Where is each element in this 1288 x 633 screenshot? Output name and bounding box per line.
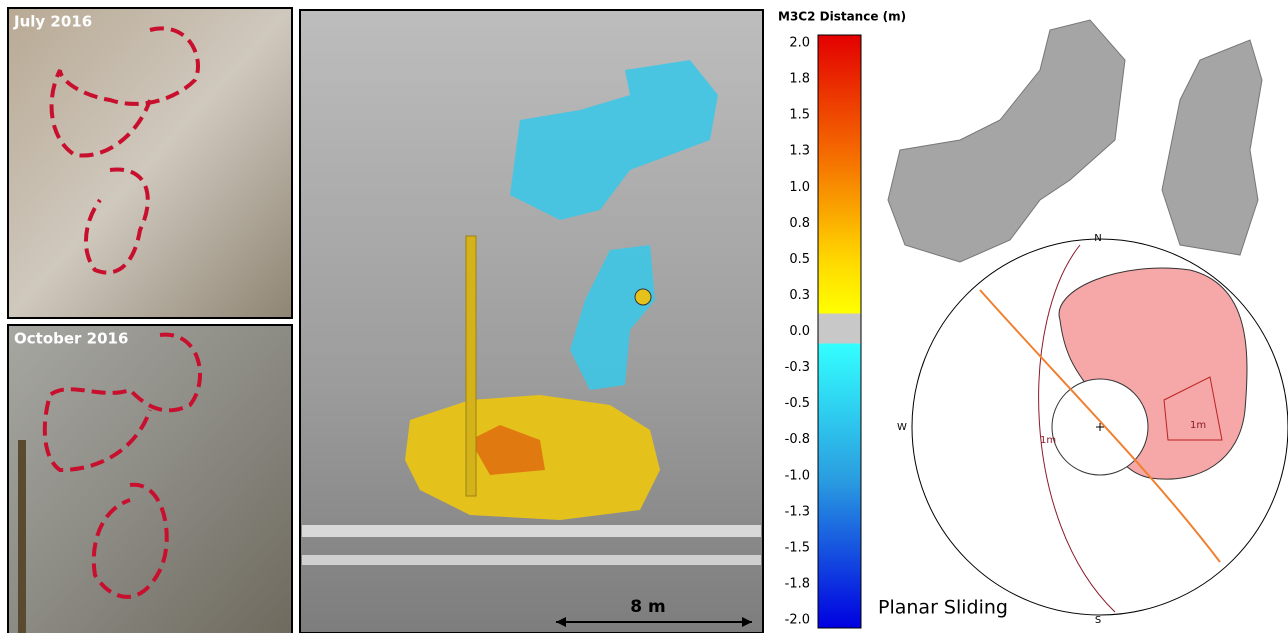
figure: July 2016 October 2016 8 m M3C2 Distance… xyxy=(0,0,1288,633)
colorbar-tick-label: -0.5 xyxy=(785,396,810,411)
colorbar-tick-label: -1.0 xyxy=(785,468,810,483)
colorbar-tick-label: 0.0 xyxy=(789,324,810,339)
west-label: W xyxy=(897,422,907,433)
block-shape xyxy=(888,20,1125,262)
colorbar-tick-label: 0.5 xyxy=(789,252,810,267)
photo-july xyxy=(8,8,292,318)
road xyxy=(302,525,761,537)
photo-label: July 2016 xyxy=(13,13,92,31)
mode-label: Planar Sliding xyxy=(878,597,1008,619)
colorbar-tick-label: 0.8 xyxy=(789,216,810,231)
colorbar-tick-label: -0.8 xyxy=(785,432,810,447)
colorbar-tick-label: 1.8 xyxy=(789,72,810,87)
colorbar-tick-label: 0.3 xyxy=(789,288,810,303)
colorbar-tick-label: -0.3 xyxy=(785,360,810,375)
zone-label: 1m xyxy=(1190,420,1206,431)
colorbar-tick-label: 1.5 xyxy=(789,108,810,123)
photo-label: October 2016 xyxy=(14,330,128,348)
colorbar-tick-label: -1.3 xyxy=(785,504,810,519)
page: {"photos": [{"label": "July 2016"}, {"la… xyxy=(0,0,1288,633)
plane-label: 1m xyxy=(1040,435,1056,446)
colorbar-tick-label: -1.8 xyxy=(785,576,810,591)
body: July 2016 October 2016 8 m M3C2 Distance… xyxy=(0,0,1288,633)
colorbar-tick-label: -2.0 xyxy=(785,613,810,628)
colorbar-tick-label: 1.3 xyxy=(789,144,810,159)
colorbar-title: M3C2 Distance (m) xyxy=(778,10,906,24)
pole xyxy=(18,440,26,633)
block-shape xyxy=(1162,40,1262,255)
colorbar xyxy=(818,35,861,628)
scale-label: 8 m xyxy=(630,597,665,617)
colorbar-tick-label: -1.5 xyxy=(785,540,810,555)
south-label: S xyxy=(1095,615,1101,626)
road xyxy=(302,555,761,565)
photo-october xyxy=(8,325,292,633)
pole-model xyxy=(466,236,476,496)
deposit-spot xyxy=(635,289,651,305)
colorbar-ticks: 2.0 1.8 1.5 1.3 1.0 0.8 0.5 0.3 0.0 -0.3 -0.5 -0.8 -… xyxy=(785,36,810,628)
colorbar-tick-label: 2.0 xyxy=(789,36,810,51)
colorbar-tick-label: 1.0 xyxy=(789,180,810,195)
north-label: N xyxy=(1094,233,1101,244)
